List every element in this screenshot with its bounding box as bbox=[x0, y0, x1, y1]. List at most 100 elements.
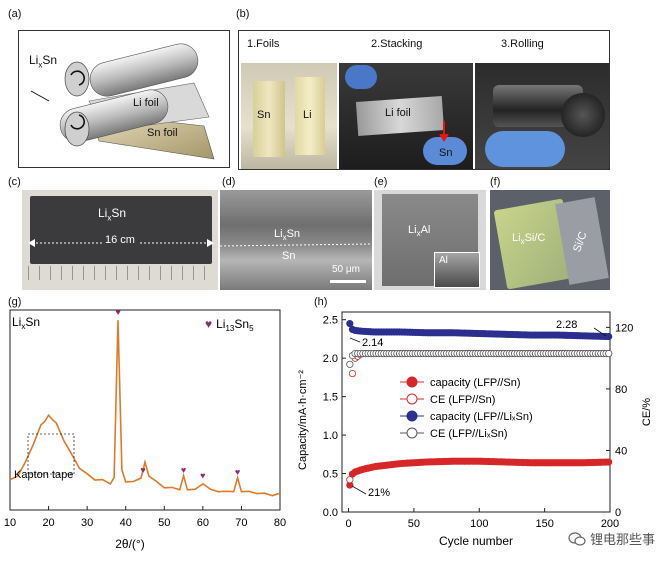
sn-foil-label: Sn foil bbox=[147, 127, 178, 139]
phase-peak-marker-1: ♥ bbox=[140, 465, 145, 475]
foil-sn-label: Sn bbox=[257, 109, 271, 121]
xrd-xtick-label-2: 30 bbox=[81, 517, 93, 529]
photo-lial: LixAl Al bbox=[374, 190, 486, 290]
panel-b-process: 1.Foils 2.Stacking 3.Rolling Sn Li Li fo… bbox=[238, 30, 610, 170]
step-rolling: 3.Rolling bbox=[501, 38, 544, 50]
h-xtick-label-0: 0 bbox=[345, 518, 351, 530]
xrd-corner-label: LixSn bbox=[12, 315, 40, 331]
panel-b-label: (b) bbox=[236, 8, 250, 20]
ann-21: 21% bbox=[368, 487, 390, 499]
step-stacking: 2.Stacking bbox=[371, 38, 423, 50]
phase-legend: ♥ Li13Sn5 bbox=[205, 317, 254, 333]
photo-sem-cross-section: LixSn Sn 50 μm bbox=[220, 190, 372, 290]
h-point-s0-c199 bbox=[605, 458, 613, 466]
kapton-box bbox=[27, 433, 75, 475]
scale-bar-label: 50 μm bbox=[332, 264, 360, 275]
panel-a-schematic: LixSn Li foil Sn foil bbox=[18, 30, 230, 168]
photo-rolling bbox=[475, 63, 609, 169]
lial-label: LixAl bbox=[408, 224, 431, 239]
h-xtick-label-1: 50 bbox=[408, 518, 420, 530]
legend-label-2: capacity (LFP//LiₓSn) bbox=[430, 411, 533, 423]
h-xtick-label-4: 200 bbox=[601, 518, 619, 530]
photo-foils: Sn Li bbox=[241, 63, 337, 169]
cycling-chart: 0 50 100 150 200 0.0 0.5 1.0 1.5 2.0 2.5 0 40 80 120 C… bbox=[297, 311, 653, 548]
top-roller bbox=[89, 43, 199, 97]
photo-lisic: LixSi/C Si/C bbox=[490, 190, 610, 290]
cycling-ylabel-left: Capacity/mA·h·cm⁻² bbox=[297, 370, 309, 470]
h-point-s3-c199 bbox=[605, 349, 613, 358]
legend-label-3: CE (LFP//LiₓSn) bbox=[430, 428, 508, 440]
phase-peak-marker-4: ♥ bbox=[235, 467, 240, 477]
h-y2tick-label-3: 120 bbox=[615, 322, 633, 334]
step-foils: 1.Foils bbox=[247, 38, 280, 50]
panel-a-label: (a) bbox=[8, 8, 22, 20]
phase-peak-marker-0: ♥ bbox=[115, 307, 120, 317]
h-ytick-label-1: 0.5 bbox=[323, 469, 338, 481]
xrd-trace bbox=[9, 320, 281, 497]
panel-h-label: (h) bbox=[314, 296, 328, 308]
xrd-xtick-label-7: 80 bbox=[274, 517, 286, 529]
h-point-s1-c3 bbox=[348, 369, 357, 378]
wechat-icon bbox=[568, 531, 586, 546]
h-y2tick-label-1: 40 bbox=[615, 445, 627, 457]
ann-214: 2.14 bbox=[362, 337, 383, 349]
xrd-xtick-label-1: 20 bbox=[42, 517, 54, 529]
panel-g-label: (g) bbox=[8, 296, 22, 308]
h-ytick-label-5: 2.5 bbox=[323, 315, 338, 327]
stack-li-label: Li foil bbox=[385, 107, 411, 119]
panel-d-label: (d) bbox=[222, 176, 236, 188]
legend-marker-2 bbox=[406, 410, 418, 422]
h-ytick-label-2: 1.0 bbox=[323, 430, 338, 442]
h-point-s2-c199 bbox=[605, 332, 613, 341]
cycling-ylabel-right: CE/% bbox=[641, 398, 653, 426]
h-xtick-label-3: 150 bbox=[535, 518, 553, 530]
h-ytick-label-4: 2.0 bbox=[323, 353, 338, 365]
h-xtick-label-2: 100 bbox=[470, 518, 488, 530]
panel-f-label: (f) bbox=[490, 176, 501, 188]
legend-label-1: CE (LFP//Sn) bbox=[430, 394, 495, 406]
phase-peak-marker-2: ♥ bbox=[181, 465, 186, 475]
h-ytick-label-0: 0.0 bbox=[323, 507, 338, 519]
legend-marker-0 bbox=[406, 376, 418, 388]
h-y2tick-label-0: 0 bbox=[615, 507, 621, 519]
panel-e-label: (e) bbox=[374, 176, 388, 188]
cycling-xlabel: Cycle number bbox=[439, 534, 513, 548]
watermark: 锂电那些事 bbox=[568, 529, 655, 548]
xrd-xtick-label-3: 40 bbox=[120, 517, 132, 529]
cycling-frame bbox=[341, 311, 611, 513]
scale-bar bbox=[330, 280, 366, 283]
legend-label-0: capacity (LFP//Sn) bbox=[430, 377, 520, 389]
li-sn-label: LixSn bbox=[29, 53, 58, 70]
panel-c-label: (c) bbox=[8, 176, 21, 188]
watermark-text: 锂电那些事 bbox=[589, 532, 655, 547]
lisn-sheet-label: LixSn bbox=[98, 206, 127, 223]
al-inset-label: Al bbox=[439, 255, 448, 266]
xrd-chart: ♥ ♥ ♥ ♥ ♥ 10 20 30 40 50 60 70 80 LixSn ♥ Li13Sn5 Ka… bbox=[4, 307, 286, 551]
length-label: 16 cm bbox=[102, 234, 138, 246]
legend-marker-3 bbox=[406, 427, 418, 439]
rolling-schematic bbox=[30, 43, 215, 160]
h-ytick-label-3: 1.5 bbox=[323, 392, 338, 404]
phase-peak-marker-3: ♥ bbox=[200, 471, 205, 481]
al-inset: Al bbox=[434, 252, 480, 288]
h-y2tick-label-2: 80 bbox=[615, 384, 627, 396]
sem-lisn-label: LixSn bbox=[274, 228, 301, 243]
legend-marker-1 bbox=[406, 393, 418, 405]
xrd-xtick-label-6: 70 bbox=[235, 517, 247, 529]
stack-sn-label: Sn bbox=[439, 147, 453, 159]
h-point-s1-c1 bbox=[346, 476, 354, 484]
photo-lisn-sheet: LixSn 16 cm bbox=[22, 190, 218, 290]
photo-stacking: Li foil Sn bbox=[339, 63, 473, 169]
xrd-frame bbox=[9, 309, 281, 511]
sem-sn-label: Sn bbox=[282, 250, 296, 262]
ann-228: 2.28 bbox=[556, 319, 577, 331]
li-foil-label: Li foil bbox=[133, 97, 159, 109]
kapton-label: Kapton tape bbox=[14, 469, 73, 481]
foil-li-label: Li bbox=[303, 109, 312, 121]
h-point-s2-c1 bbox=[346, 319, 354, 328]
xrd-xtick-label-0: 10 bbox=[4, 517, 16, 529]
h-point-s3-c1 bbox=[346, 360, 354, 368]
lisic-label: LixSi/C bbox=[512, 232, 546, 247]
xrd-xtick-label-4: 50 bbox=[158, 517, 170, 529]
xrd-xtick-label-5: 60 bbox=[197, 517, 209, 529]
